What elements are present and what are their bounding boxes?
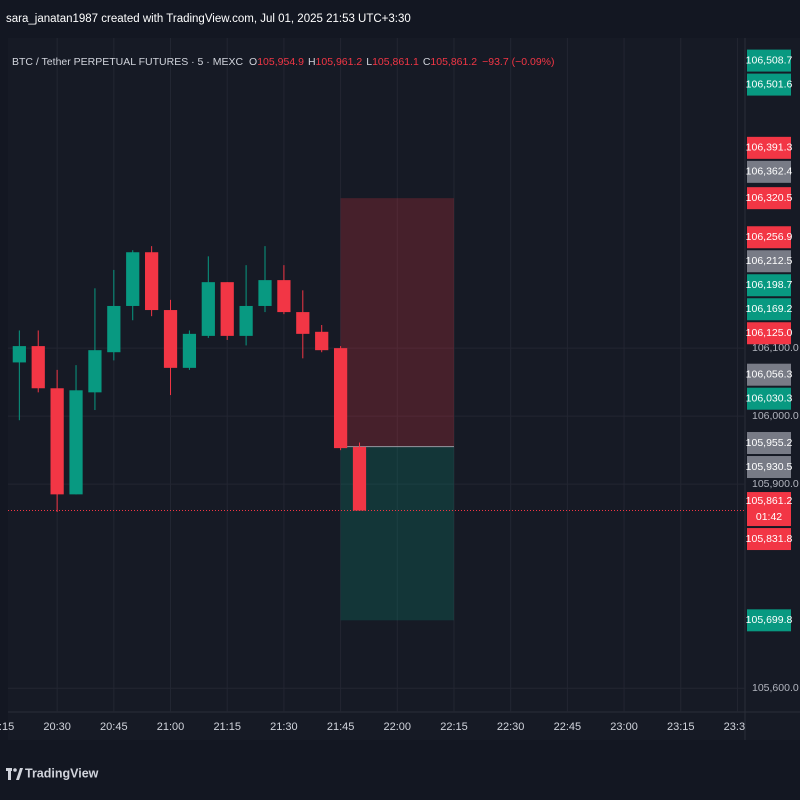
legend-value: 105,961.2 [316,56,363,68]
price-label: 106,256.9 [746,231,793,243]
legend-value: 105,861.1 [372,56,419,68]
candle-body [88,350,102,393]
legend: BTC / Tether PERPETUAL FUTURES · 5 · MEX… [12,56,555,68]
chart-panel [8,38,800,740]
header-text: sara_janatan1987 created with TradingVie… [6,13,411,25]
price-label-box [747,432,791,455]
price-label: 105,699.8 [746,614,793,626]
candle-body [277,280,291,313]
price-label-box [747,226,791,249]
current-price-label: 105,861.2 [746,495,793,507]
footer-bar [0,740,800,800]
x-tick-label: 22:15 [440,721,468,733]
price-label-box [747,49,791,72]
current-price-box [747,492,791,527]
legend-value: 105,861.2 [430,56,477,68]
stop-zone [340,198,454,447]
price-label-box [747,298,791,321]
price-label-box [747,136,791,159]
price-label: 106,212.5 [746,255,793,267]
candle-body [333,348,348,449]
x-tick-label: 20:30 [43,721,71,733]
x-tick-label: 20:15 [0,721,14,733]
price-label-box [747,160,791,183]
candle-body [220,282,234,336]
y-tick-label: 106,100.0 [752,342,799,354]
legend-value: 105,954.9 [257,56,304,68]
price-label-box [747,274,791,297]
x-tick-label: 23:00 [610,721,638,733]
candle-body [315,331,329,351]
price-label: 105,930.5 [746,461,793,473]
x-tick-label: 22:30 [497,721,525,733]
candle-body [50,388,64,495]
candle-body [69,390,83,495]
footer-text: TradingView [25,766,99,780]
price-axis: 105,600.0 105,900.0 106,000.0 106,100.0 106,… [746,49,799,694]
candle-body [31,346,45,389]
candle-body [12,346,26,363]
x-tick-label: 20:45 [100,721,128,733]
candle-body [126,252,140,306]
price-label: 105,831.8 [746,533,793,545]
price-label: 106,030.3 [746,392,793,404]
x-tick-label: 23:15 [667,721,695,733]
x-tick-label: 21:00 [157,721,185,733]
y-tick-label: 106,000.0 [752,410,799,422]
x-tick-label: 21:45 [327,721,355,733]
tradingview-logo [6,768,23,780]
legend-change: −93.7 (−0.09%) [482,56,554,68]
price-label-box [747,528,791,551]
candle-body [258,280,272,306]
header-bar [0,0,800,38]
price-label-box [747,609,791,632]
candle-body [145,252,159,311]
candle-body [296,312,310,334]
x-tick-label: 22:45 [554,721,582,733]
candle-body [182,333,197,368]
price-label: 106,125.0 [746,327,793,339]
legend-letter: H [308,56,316,68]
price-label: 106,169.2 [746,303,793,315]
legend-letter: O [249,56,257,68]
x-tick-label: 22:00 [384,721,412,733]
y-tick-label: 105,600.0 [752,682,799,694]
price-label: 105,955.2 [746,437,793,449]
x-tick-label: 23:30 [724,721,752,733]
candle-body [239,305,253,336]
x-tick-label: 21:15 [213,721,241,733]
price-label: 106,362.4 [746,166,793,178]
price-label-box [747,322,791,345]
price-label: 106,198.7 [746,279,793,291]
legend-letter: L [366,56,372,68]
plot-area [8,198,745,621]
x-tick-label: 21:30 [270,721,298,733]
price-label: 106,391.3 [746,142,793,154]
candle-body [107,305,121,353]
price-label-box [747,387,791,410]
candle-body [163,310,178,368]
price-label-box [747,363,791,386]
countdown-label: 01:42 [756,511,782,523]
price-label-box [747,73,791,96]
price-label: 106,056.3 [746,368,793,380]
legend-symbol: BTC / Tether PERPETUAL FUTURES · 5 · MEX… [12,56,243,68]
candle-body [352,446,367,511]
price-label-box [747,250,791,273]
price-label: 106,320.5 [746,192,793,204]
y-tick-label: 105,900.0 [752,478,799,490]
price-label-box [747,456,791,479]
price-label-box [747,187,791,210]
candle-body [201,282,215,336]
price-label: 106,508.7 [746,54,793,66]
legend-letter: C [423,56,431,68]
price-label: 106,501.6 [746,78,793,90]
time-axis: 20:15 20:30 20:45 21:00 21:15 21:30 21:45 22:00… [0,721,752,733]
